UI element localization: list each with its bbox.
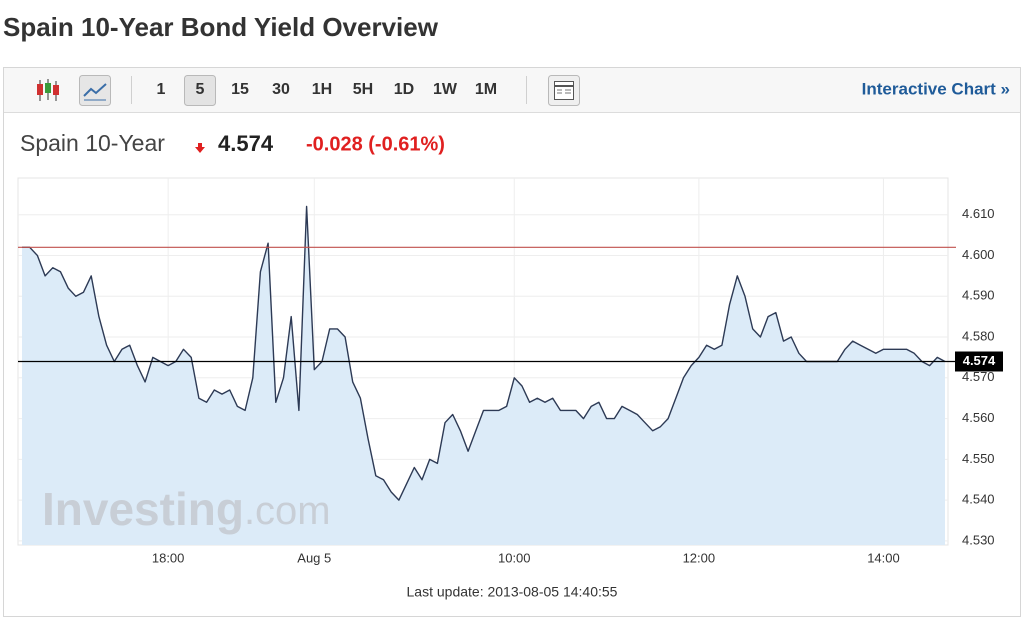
- interval-button[interactable]: 1D: [394, 81, 414, 98]
- interval-button[interactable]: 1: [157, 81, 166, 98]
- interactive-chart-link[interactable]: Interactive Chart »: [862, 79, 1010, 98]
- y-tick-label: 4.550: [962, 451, 995, 466]
- interval-button[interactable]: 5: [196, 81, 205, 98]
- interval-buttons: 1 5 15 30 1H 5H 1D 1W 1M: [157, 75, 497, 106]
- interval-button[interactable]: 1H: [312, 81, 332, 98]
- toolbar: [4, 68, 1020, 112]
- interval-button[interactable]: 30: [272, 81, 290, 98]
- x-tick-label: 12:00: [683, 550, 716, 565]
- interval-button[interactable]: 1W: [433, 81, 458, 98]
- y-tick-label: 4.540: [962, 492, 995, 507]
- last-price-label: 4.574: [963, 353, 996, 368]
- down-arrow: [195, 143, 205, 153]
- quote-change: -0.028 (-0.61%): [306, 133, 445, 155]
- y-tick-label: 4.590: [962, 288, 995, 303]
- plot: 4.530 4.540 4.550 4.560 4.570 4.580 4.590 4.600…: [17, 177, 1003, 565]
- y-tick-label: 4.610: [962, 206, 995, 221]
- area-fill: [22, 206, 945, 545]
- page-title: Spain 10-Year Bond Yield Overview: [3, 12, 439, 42]
- y-tick-label: 4.580: [962, 328, 995, 343]
- x-tick-label: 10:00: [498, 550, 531, 565]
- watermark-brand: Investing: [42, 483, 244, 535]
- quote-last: 4.574: [218, 131, 274, 156]
- layout-icon[interactable]: [548, 75, 580, 106]
- interval-selected: [184, 75, 216, 106]
- interval-button[interactable]: 1M: [475, 81, 497, 98]
- x-tick-label: 18:00: [152, 550, 185, 565]
- y-tick-label: 4.530: [962, 532, 995, 547]
- interval-button[interactable]: 15: [231, 81, 249, 98]
- candle-icon[interactable]: [37, 79, 59, 101]
- watermark: Investing.com: [42, 483, 331, 535]
- x-tick-label: 14:00: [867, 550, 900, 565]
- quote-name: Spain 10-Year: [20, 130, 165, 156]
- last-update: Last update: 2013-08-05 14:40:55: [407, 584, 618, 600]
- x-tick-label: Aug 5: [297, 550, 331, 565]
- line-icon[interactable]: [79, 75, 111, 106]
- watermark-suffix: .com: [244, 489, 331, 533]
- interval-button[interactable]: 5H: [353, 81, 373, 98]
- y-tick-label: 4.560: [962, 410, 995, 425]
- y-tick-label: 4.600: [962, 247, 995, 262]
- last-price-box: [955, 351, 1003, 372]
- y-tick-label: 4.570: [962, 369, 995, 384]
